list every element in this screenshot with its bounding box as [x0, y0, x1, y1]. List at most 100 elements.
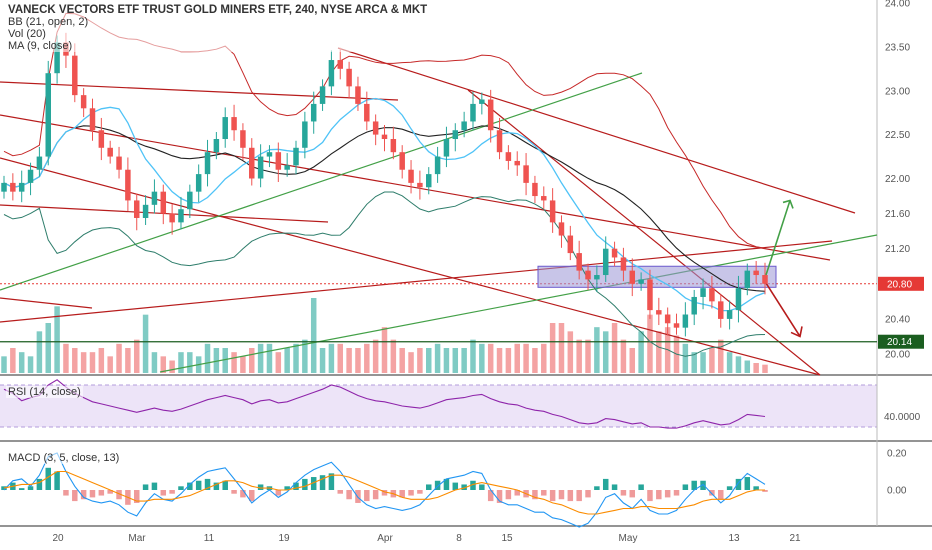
volume-bar [257, 343, 264, 373]
macd-histogram-bar [231, 490, 237, 494]
candle-body [381, 134, 388, 140]
candle-body [133, 200, 140, 218]
indicator-vol-label: Vol (20) [8, 28, 46, 40]
macd-histogram-bar [417, 490, 423, 494]
volume-bar [470, 339, 476, 373]
macd-histogram-bar [594, 486, 600, 490]
volume-bar [709, 348, 715, 373]
candle-body [514, 160, 520, 166]
candle-body [160, 191, 167, 214]
candle-body [726, 310, 733, 319]
candle-body [36, 156, 43, 170]
candle-body [89, 108, 96, 131]
macd-line [3, 452, 766, 528]
volume-bar [72, 348, 78, 373]
candle-body [346, 68, 352, 87]
candle-body [72, 55, 78, 96]
candle-body [611, 248, 618, 258]
candle-body [691, 296, 697, 315]
volume-bar [762, 364, 768, 373]
candle-body [10, 182, 16, 192]
volume-bar [116, 343, 122, 373]
volume-bar [328, 343, 335, 373]
macd-histogram-bar [726, 486, 733, 490]
rsi-tick-label: 40.0000 [884, 412, 921, 423]
macd-histogram-bar [195, 480, 202, 490]
volume-bar [98, 348, 105, 373]
candle-body [673, 323, 680, 328]
macd-histogram-bar [585, 490, 591, 498]
macd-histogram-bar [107, 490, 113, 494]
volume-bar [10, 348, 16, 373]
volume-bar [700, 352, 706, 373]
volume-bar [284, 348, 290, 373]
volume-bar [656, 331, 662, 373]
macd-histogram-bar [470, 480, 476, 490]
volume-bar [381, 327, 388, 373]
candle-body [487, 99, 494, 131]
macd-histogram-bar [310, 477, 317, 490]
candle-body [222, 117, 228, 140]
macd-histogram-bar [434, 480, 441, 490]
macd-histogram-bar [629, 490, 636, 498]
macd-histogram-bar [718, 490, 724, 500]
volume-bar [682, 343, 689, 373]
macd-histogram-bar [443, 478, 450, 490]
volume-bar [178, 352, 184, 373]
macd-histogram-bar [558, 490, 565, 500]
macd-signal-line [3, 470, 765, 515]
volume-bars [1, 298, 768, 373]
candle-body [656, 310, 662, 315]
volume-bar [302, 339, 308, 373]
volume-bar [594, 327, 600, 373]
macd-histogram-bar [98, 490, 105, 496]
candle-body [116, 156, 122, 170]
volume-bar [505, 348, 512, 373]
candlesticks [1, 32, 768, 337]
volume-bar [275, 352, 282, 373]
volume-bar [80, 352, 87, 373]
candle-body [107, 147, 113, 157]
candle-body [452, 130, 459, 140]
candle-body [372, 121, 379, 135]
macd-histogram-bar [452, 482, 459, 490]
macd-histogram-bar [567, 490, 574, 502]
candle-body [204, 152, 211, 175]
macd-histogram-bar [549, 490, 556, 502]
volume-bar [549, 323, 556, 373]
volume-bar [691, 352, 697, 373]
candle-body [231, 117, 237, 131]
macd-histogram-bar [620, 490, 627, 496]
macd-histogram-bar [576, 490, 582, 502]
axes: 24.00 23.50 23.00 22.50 22.00 21.60 21.20 20.40… [52, 0, 924, 544]
time-tick-label: 19 [278, 533, 290, 544]
volume-bar [213, 348, 220, 373]
candle-body [594, 275, 600, 280]
volume-bar [417, 348, 423, 373]
candle-body [735, 288, 742, 311]
rsi-legend: RSI (14, close) [6, 386, 83, 398]
volume-bar [125, 348, 131, 373]
macd-histogram-bar [426, 484, 432, 490]
macd-histogram-bar [664, 490, 671, 498]
macd-histogram-bar [89, 490, 96, 498]
volume-bar [479, 343, 485, 373]
candle-body [266, 152, 273, 157]
candle-body [125, 169, 131, 201]
candle-body [585, 270, 591, 280]
volume-bar [718, 339, 724, 373]
price-tick-label: 23.00 [885, 86, 910, 97]
volume-bar [89, 352, 96, 373]
candle-body [709, 288, 715, 302]
macd-histogram-bar [222, 480, 228, 490]
trend-line [0, 81, 399, 101]
candle-body [249, 147, 255, 179]
macd-histogram-bar [700, 480, 706, 490]
candle-body [195, 174, 202, 192]
candle-body [700, 288, 706, 297]
volume-bar [364, 343, 370, 373]
time-tick-label: May [619, 533, 638, 544]
macd-histogram-bar [1, 486, 7, 490]
candle-body [443, 139, 450, 157]
